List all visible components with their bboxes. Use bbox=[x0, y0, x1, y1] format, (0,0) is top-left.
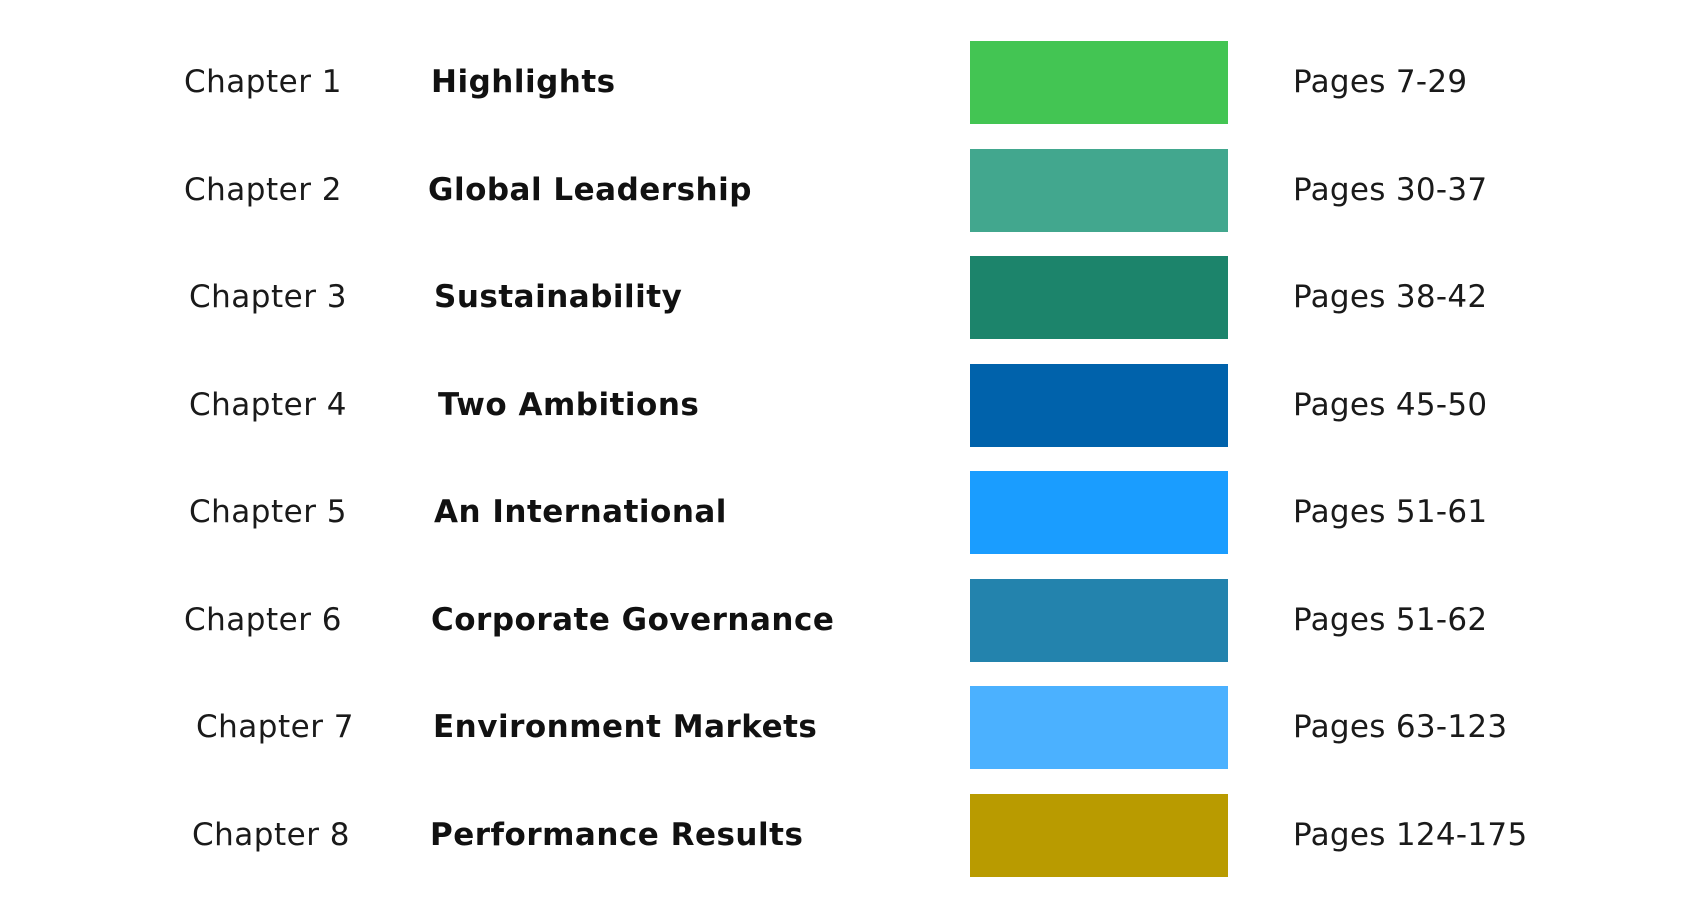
chapter-label: Chapter 8 bbox=[192, 816, 351, 853]
chapter-label: Chapter 6 bbox=[184, 601, 343, 638]
color-swatch bbox=[970, 256, 1228, 339]
chapter-title: Corporate Governance bbox=[431, 601, 835, 638]
page-range: Pages 63-123 bbox=[1293, 709, 1508, 745]
chapter-label: Chapter 5 bbox=[189, 494, 348, 530]
chapter-label: Chapter 1 bbox=[184, 64, 343, 100]
color-swatch bbox=[970, 793, 1228, 877]
page-range: Pages 30-37 bbox=[1293, 171, 1488, 208]
chapter-title: Highlights bbox=[431, 64, 616, 100]
chapter-title: Environment Markets bbox=[433, 709, 818, 745]
chapter-title: Performance Results bbox=[430, 816, 804, 853]
page-range: Pages 45-50 bbox=[1293, 386, 1488, 423]
color-swatch bbox=[970, 148, 1228, 232]
page-range: Pages 7-29 bbox=[1293, 64, 1468, 100]
color-swatch bbox=[970, 471, 1228, 554]
color-swatch bbox=[970, 686, 1228, 769]
page-range: Pages 51-61 bbox=[1293, 494, 1488, 530]
color-swatch bbox=[970, 41, 1228, 124]
chapter-label: Chapter 3 bbox=[189, 279, 348, 315]
page-range: Pages 51-62 bbox=[1293, 601, 1488, 638]
color-swatch bbox=[970, 578, 1228, 662]
chapter-title: Sustainability bbox=[434, 279, 683, 315]
chapter-label: Chapter 2 bbox=[184, 171, 343, 208]
chapter-title: An International bbox=[434, 494, 727, 530]
chapter-title: Two Ambitions bbox=[438, 386, 700, 423]
page-range: Pages 38-42 bbox=[1293, 279, 1488, 315]
color-swatch bbox=[970, 363, 1228, 447]
chapter-title: Global Leadership bbox=[428, 171, 752, 208]
page-range: Pages 124-175 bbox=[1293, 816, 1528, 853]
chapter-label: Chapter 7 bbox=[196, 709, 355, 745]
chapter-label: Chapter 4 bbox=[189, 386, 348, 423]
